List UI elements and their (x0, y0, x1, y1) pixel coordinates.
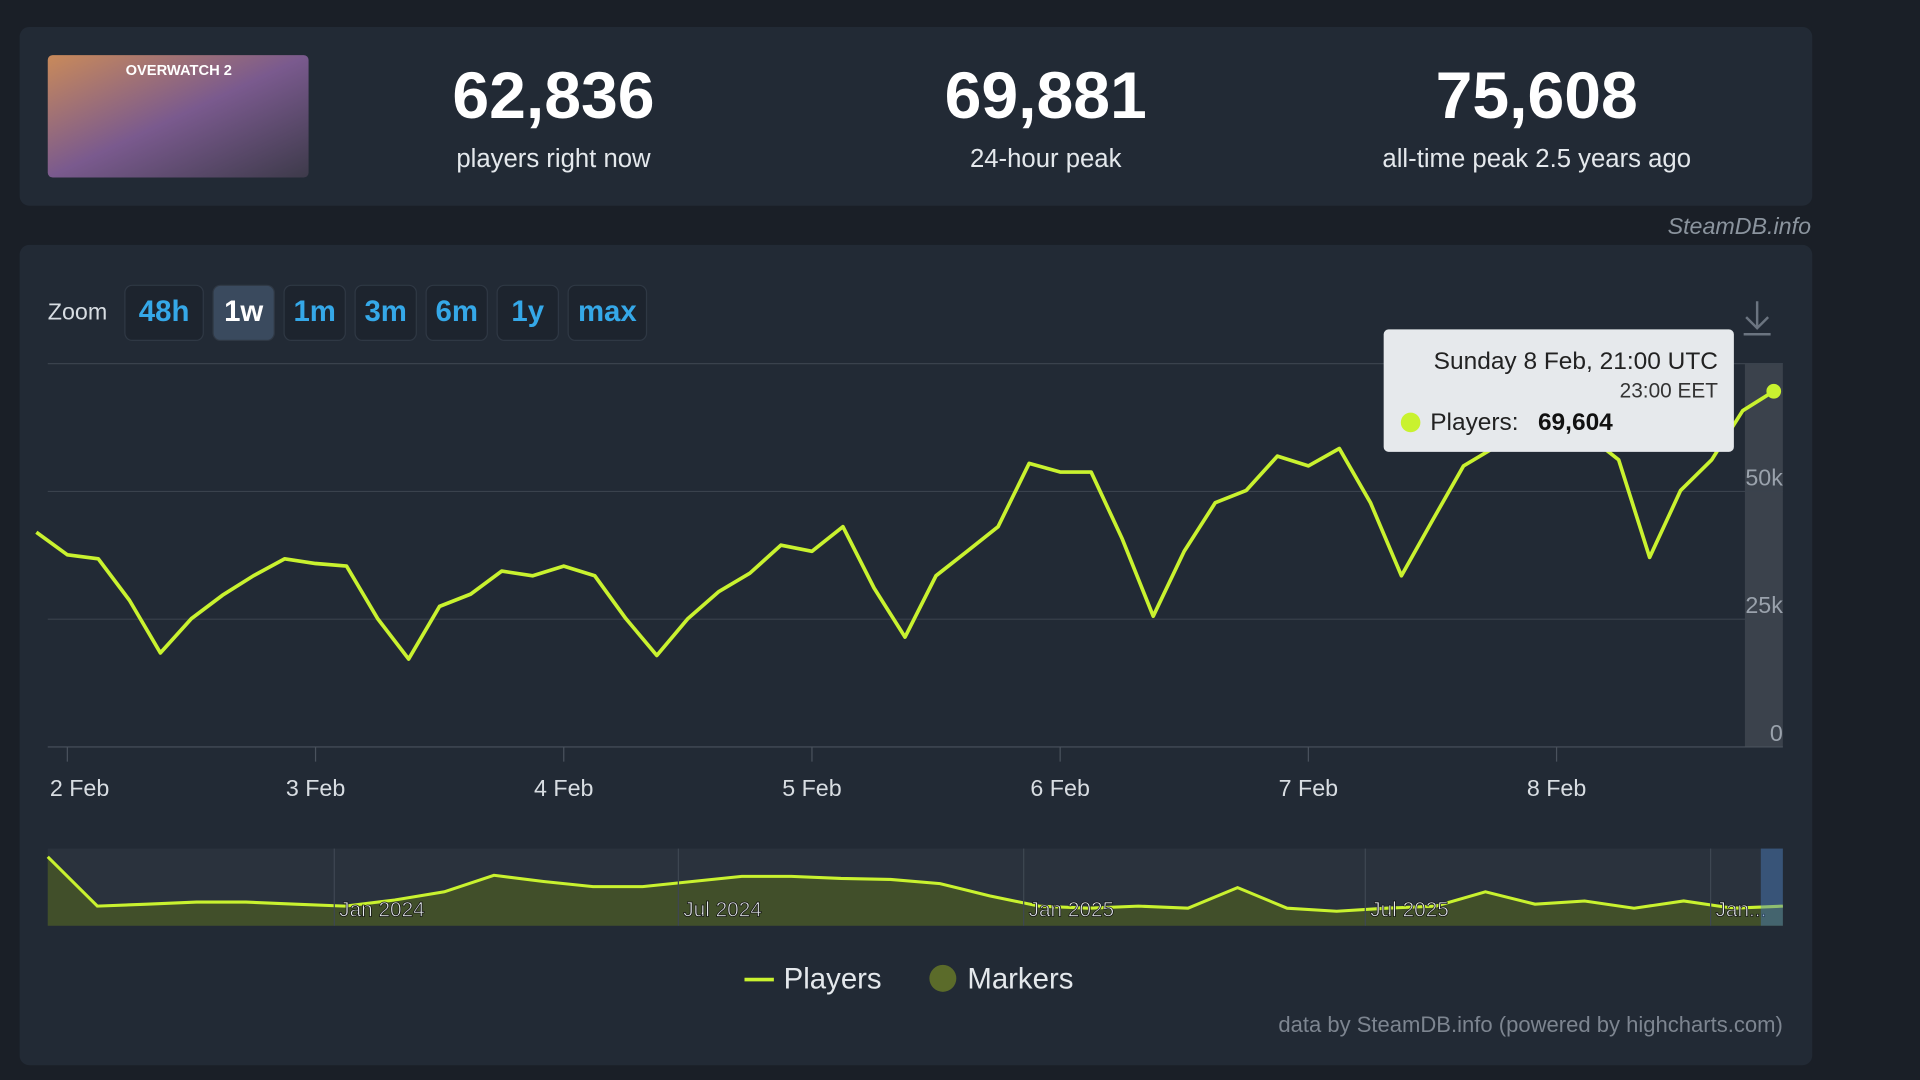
zoom-button-label[interactable]: 1w (224, 295, 263, 328)
legend-label[interactable]: Players (784, 963, 882, 996)
legend: Players Markers (744, 963, 1073, 996)
zoom-button-label[interactable]: 6m (436, 295, 478, 328)
zoom-button-label[interactable]: max (578, 295, 637, 328)
stat-value: 62,836 (452, 59, 654, 133)
x-tick-label: 7 Feb (1279, 775, 1338, 801)
hover-point (1766, 383, 1782, 399)
stats-card (19, 26, 1813, 206)
navigator-label: Jul 2025 (1370, 899, 1449, 922)
plot-band (1744, 363, 1783, 747)
zoom-button[interactable] (425, 284, 488, 342)
series-line (35, 389, 1775, 661)
game-thumbnail (47, 55, 309, 178)
zoom-button-label[interactable]: 1m (293, 295, 335, 328)
x-tick-label: 3 Feb (286, 775, 345, 801)
navigator-series: Jan 2024 Jul 2024 Jan 2025 Jul 2025 Jan... (46, 848, 1783, 926)
y-tick-label: 50k (1745, 464, 1783, 490)
x-tick-label: 2 Feb (50, 775, 109, 801)
tooltip-label: Players: (1430, 409, 1518, 436)
navigator-line (46, 855, 1783, 913)
zoom-button[interactable] (212, 284, 275, 342)
zoom-button[interactable] (354, 284, 417, 342)
zoom-label: Zoom (48, 299, 107, 325)
navigator-label: Jan... (1716, 899, 1767, 922)
navigator-label: Jan 2025 (1029, 899, 1115, 922)
brand: SteamDB.info (1668, 213, 1812, 239)
tooltip-box (1383, 329, 1734, 452)
tooltip-subtitle: 23:00 EET (1620, 379, 1719, 402)
x-tick-label: 5 Feb (782, 775, 841, 801)
x-tick-label: 8 Feb (1527, 775, 1586, 801)
zoom-buttons: 48h 1w 1m 3m 6m 1y max (124, 284, 648, 342)
tooltip-value: 69,604 (1538, 409, 1613, 436)
zoom-button[interactable] (567, 284, 648, 342)
stat-label: players right now (456, 145, 651, 173)
navigator-label: Jul 2024 (683, 899, 762, 922)
navigator-label: Jan 2024 (339, 899, 425, 922)
plot: 0 25k 50k 2 Feb 3 Feb 4 Feb 5 Feb 6 Feb 7 Feb 8 F… (35, 383, 1783, 801)
stat-value: 69,881 (945, 59, 1147, 133)
zoom-button[interactable] (283, 284, 346, 342)
zoom-button[interactable] (496, 284, 559, 342)
zoom-button-label[interactable]: 48h (139, 295, 190, 328)
x-tick-label: 6 Feb (1030, 775, 1089, 801)
x-tick-label: 4 Feb (534, 775, 593, 801)
navigator-handle[interactable] (1760, 848, 1783, 926)
zoom-button-label[interactable]: 3m (364, 295, 406, 328)
credit: data by SteamDB.info (powered by highcha… (1278, 1012, 1783, 1037)
stat-value: 75,608 (1436, 59, 1638, 133)
zoom-button[interactable] (124, 284, 204, 342)
y-tick-label: 0 (1770, 720, 1783, 746)
thumbnail-text: OVERWATCH 2 (126, 63, 232, 79)
download-icon[interactable] (1743, 301, 1771, 336)
tooltip: Sunday 8 Feb, 21:00 UTC 23:00 EET Player… (1383, 329, 1734, 452)
legend-label[interactable]: Markers (967, 963, 1073, 996)
legend-symbol[interactable] (929, 964, 957, 992)
stat-label: all-time peak 2.5 years ago (1382, 145, 1691, 173)
tooltip-title: Sunday 8 Feb, 21:00 UTC (1434, 348, 1718, 375)
navigator-area (47, 856, 1783, 926)
zoom-button-label[interactable]: 1y (511, 295, 544, 328)
tooltip-dot (1400, 412, 1421, 433)
stat-label: 24-hour peak (970, 145, 1122, 173)
y-tick-label: 25k (1745, 592, 1783, 618)
